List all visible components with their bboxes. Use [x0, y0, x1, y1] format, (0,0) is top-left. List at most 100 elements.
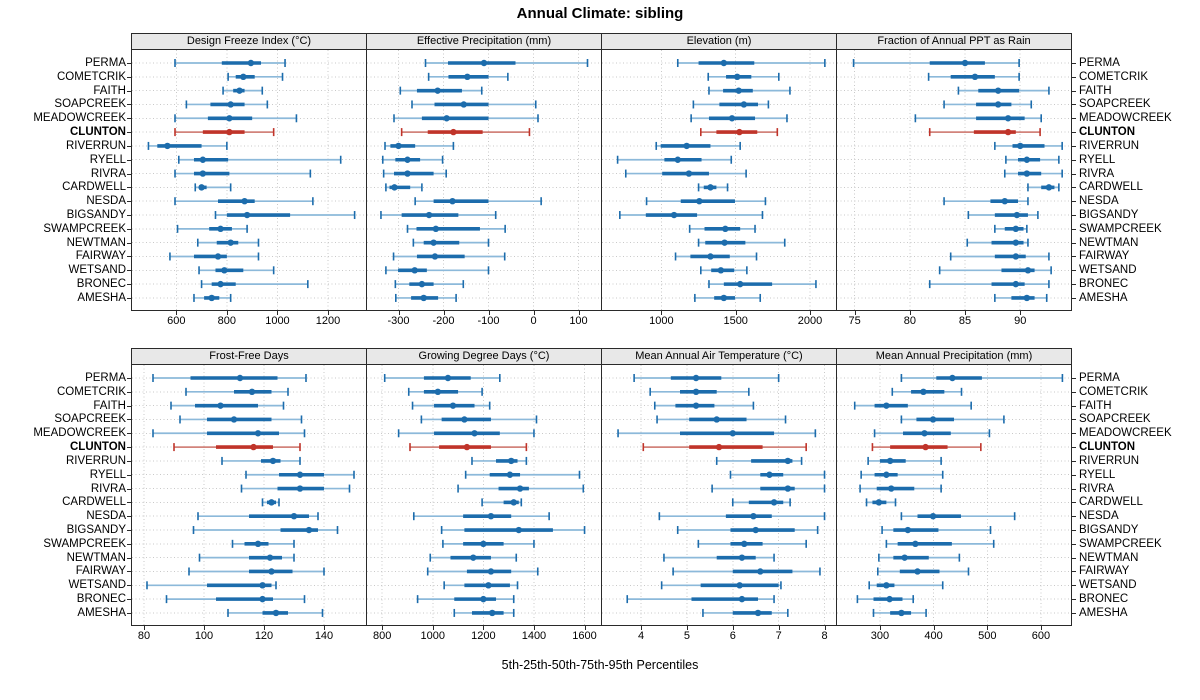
- y-tick-right: [1072, 201, 1076, 203]
- x-tick-fraction-of-annual-ppt-as-rain: [854, 310, 856, 315]
- percentile-series-nesda: [197, 512, 319, 521]
- x-tick-fraction-of-annual-ppt-as-rain: [965, 310, 967, 315]
- percentile-series-soapcreek: [943, 100, 1033, 109]
- percentile-series-rivra: [1003, 169, 1063, 178]
- site-label-left-cardwell: CARDWELL: [62, 496, 126, 509]
- percentile-series-rivra: [711, 484, 826, 493]
- x-tick-design-freeze-index-c: [328, 310, 330, 315]
- x-tick-effective-precipitation-mm: [398, 310, 400, 315]
- y-tick-right: [1072, 256, 1076, 258]
- percentile-series-cometcrik: [707, 72, 780, 81]
- percentile-series-nesda: [174, 197, 314, 206]
- percentile-series-newtman: [697, 238, 786, 247]
- percentile-series-perma: [152, 374, 307, 382]
- chart-title: Annual Climate: sibling: [516, 5, 684, 22]
- percentile-series-perma: [633, 374, 780, 382]
- x-tick-label-effective-precipitation-mm: 100: [569, 315, 588, 327]
- x-tick-frost-free-days: [264, 625, 265, 630]
- x-tick-label-fraction-of-annual-ppt-as-rain: 80: [903, 315, 916, 327]
- x-tick-label-elevation-m: 1000: [649, 315, 674, 327]
- percentile-series-wetsand: [700, 266, 748, 275]
- percentile-series-soapcreek: [900, 415, 1005, 424]
- site-label-right-cardwell: CARDWELL: [1079, 181, 1143, 194]
- percentile-series-nesda: [414, 197, 542, 206]
- percentile-series-clunton: [642, 443, 807, 452]
- site-label-right-nesda: NESDA: [1079, 195, 1119, 208]
- percentile-series-soapcreek: [656, 415, 787, 424]
- x-tick-label-mean-annual-air-temperature-c: 4: [637, 630, 645, 642]
- site-label-left-riverrun: RIVERRUN: [65, 454, 126, 467]
- x-tick-frost-free-days: [324, 625, 325, 630]
- site-label-right-fairway: FAIRWAY: [1079, 565, 1130, 578]
- percentile-series-wetsand: [443, 581, 519, 590]
- y-tick-left: [127, 242, 131, 244]
- percentile-series-wetsand: [868, 581, 944, 590]
- x-tick-label-frost-free-days: 140: [314, 630, 334, 642]
- site-label-left-amesha: AMESHA: [77, 291, 126, 304]
- y-tick-left: [127, 433, 131, 435]
- panel-mean-annual-air-temperature-c: [601, 364, 837, 626]
- percentile-series-cardwell: [731, 498, 791, 507]
- x-tick-label-growing-degree-days-c: 1000: [420, 630, 445, 642]
- site-label-left-fairway: FAIRWAY: [75, 250, 126, 263]
- percentile-series-meadowcreek: [152, 429, 306, 438]
- percentile-series-perma: [174, 59, 286, 67]
- y-tick-left: [127, 215, 131, 217]
- y-tick-right: [1072, 543, 1076, 545]
- percentile-series-faith: [708, 86, 791, 95]
- site-label-right-amesha: AMESHA: [1079, 606, 1128, 619]
- site-label-left-clunton: CLUNTON: [69, 126, 126, 139]
- percentile-series-wetsand: [938, 266, 1052, 275]
- site-label-right-fairway: FAIRWAY: [1079, 250, 1130, 263]
- percentile-series-faith: [399, 86, 483, 95]
- percentile-series-fairway: [876, 567, 970, 576]
- y-tick-left: [127, 460, 131, 462]
- x-tick-label-effective-precipitation-mm: -100: [477, 315, 500, 327]
- x-tick-elevation-m: [810, 310, 811, 315]
- percentile-series-perma: [424, 59, 589, 67]
- percentile-series-ryell: [729, 470, 826, 479]
- site-label-left-wetsand: WETSAND: [68, 579, 127, 592]
- x-tick-mean-annual-precipitation-mm: [1040, 625, 1042, 630]
- y-tick-right: [1072, 419, 1076, 421]
- percentile-series-bronec: [416, 595, 515, 604]
- site-label-left-swampcreek: SWAMPCREEK: [43, 537, 126, 550]
- x-tick-frost-free-days: [204, 625, 205, 630]
- site-label-right-bronec: BRONEC: [1079, 593, 1129, 606]
- y-tick-right: [1072, 284, 1076, 286]
- y-tick-left: [127, 284, 131, 286]
- site-label-right-perma: PERMA: [1079, 57, 1120, 69]
- x-tick-fraction-of-annual-ppt-as-rain: [1020, 310, 1022, 315]
- percentile-series-clunton: [400, 128, 531, 137]
- percentile-series-faith: [957, 86, 1050, 95]
- percentile-series-meadowcreek: [617, 429, 817, 438]
- y-tick-left: [127, 585, 131, 587]
- percentile-series-faith: [853, 401, 972, 410]
- percentile-series-fairway: [672, 567, 821, 576]
- x-tick-elevation-m: [735, 310, 737, 315]
- percentile-series-rivra: [382, 169, 447, 178]
- percentile-series-swampcreek: [994, 224, 1028, 233]
- percentile-series-swampcreek: [688, 224, 756, 233]
- site-label-right-bronec: BRONEC: [1079, 278, 1129, 291]
- x-tick-growing-degree-days-c: [483, 625, 485, 630]
- site-label-left-amesha: AMESHA: [77, 606, 126, 619]
- percentile-series-amesha: [694, 293, 762, 302]
- y-tick-right: [1072, 612, 1076, 614]
- percentile-series-faith: [411, 401, 491, 410]
- site-label-right-faith: FAITH: [1079, 84, 1112, 97]
- x-tick-frost-free-days: [144, 625, 145, 630]
- percentile-series-wetsand: [385, 266, 490, 275]
- y-tick-left: [127, 76, 131, 78]
- panel-frost-free-days: [131, 364, 367, 626]
- site-label-left-nesda: NESDA: [86, 195, 126, 208]
- percentile-series-riverrun: [715, 456, 803, 465]
- y-tick-left: [127, 571, 131, 573]
- y-tick-left: [127, 104, 131, 106]
- percentile-series-soapcreek: [179, 415, 303, 424]
- percentile-series-riverrun: [471, 456, 528, 465]
- site-label-right-soapcreek: SOAPCREEK: [1079, 413, 1151, 426]
- percentile-series-rivra: [174, 169, 312, 178]
- percentile-series-perma: [852, 59, 1020, 67]
